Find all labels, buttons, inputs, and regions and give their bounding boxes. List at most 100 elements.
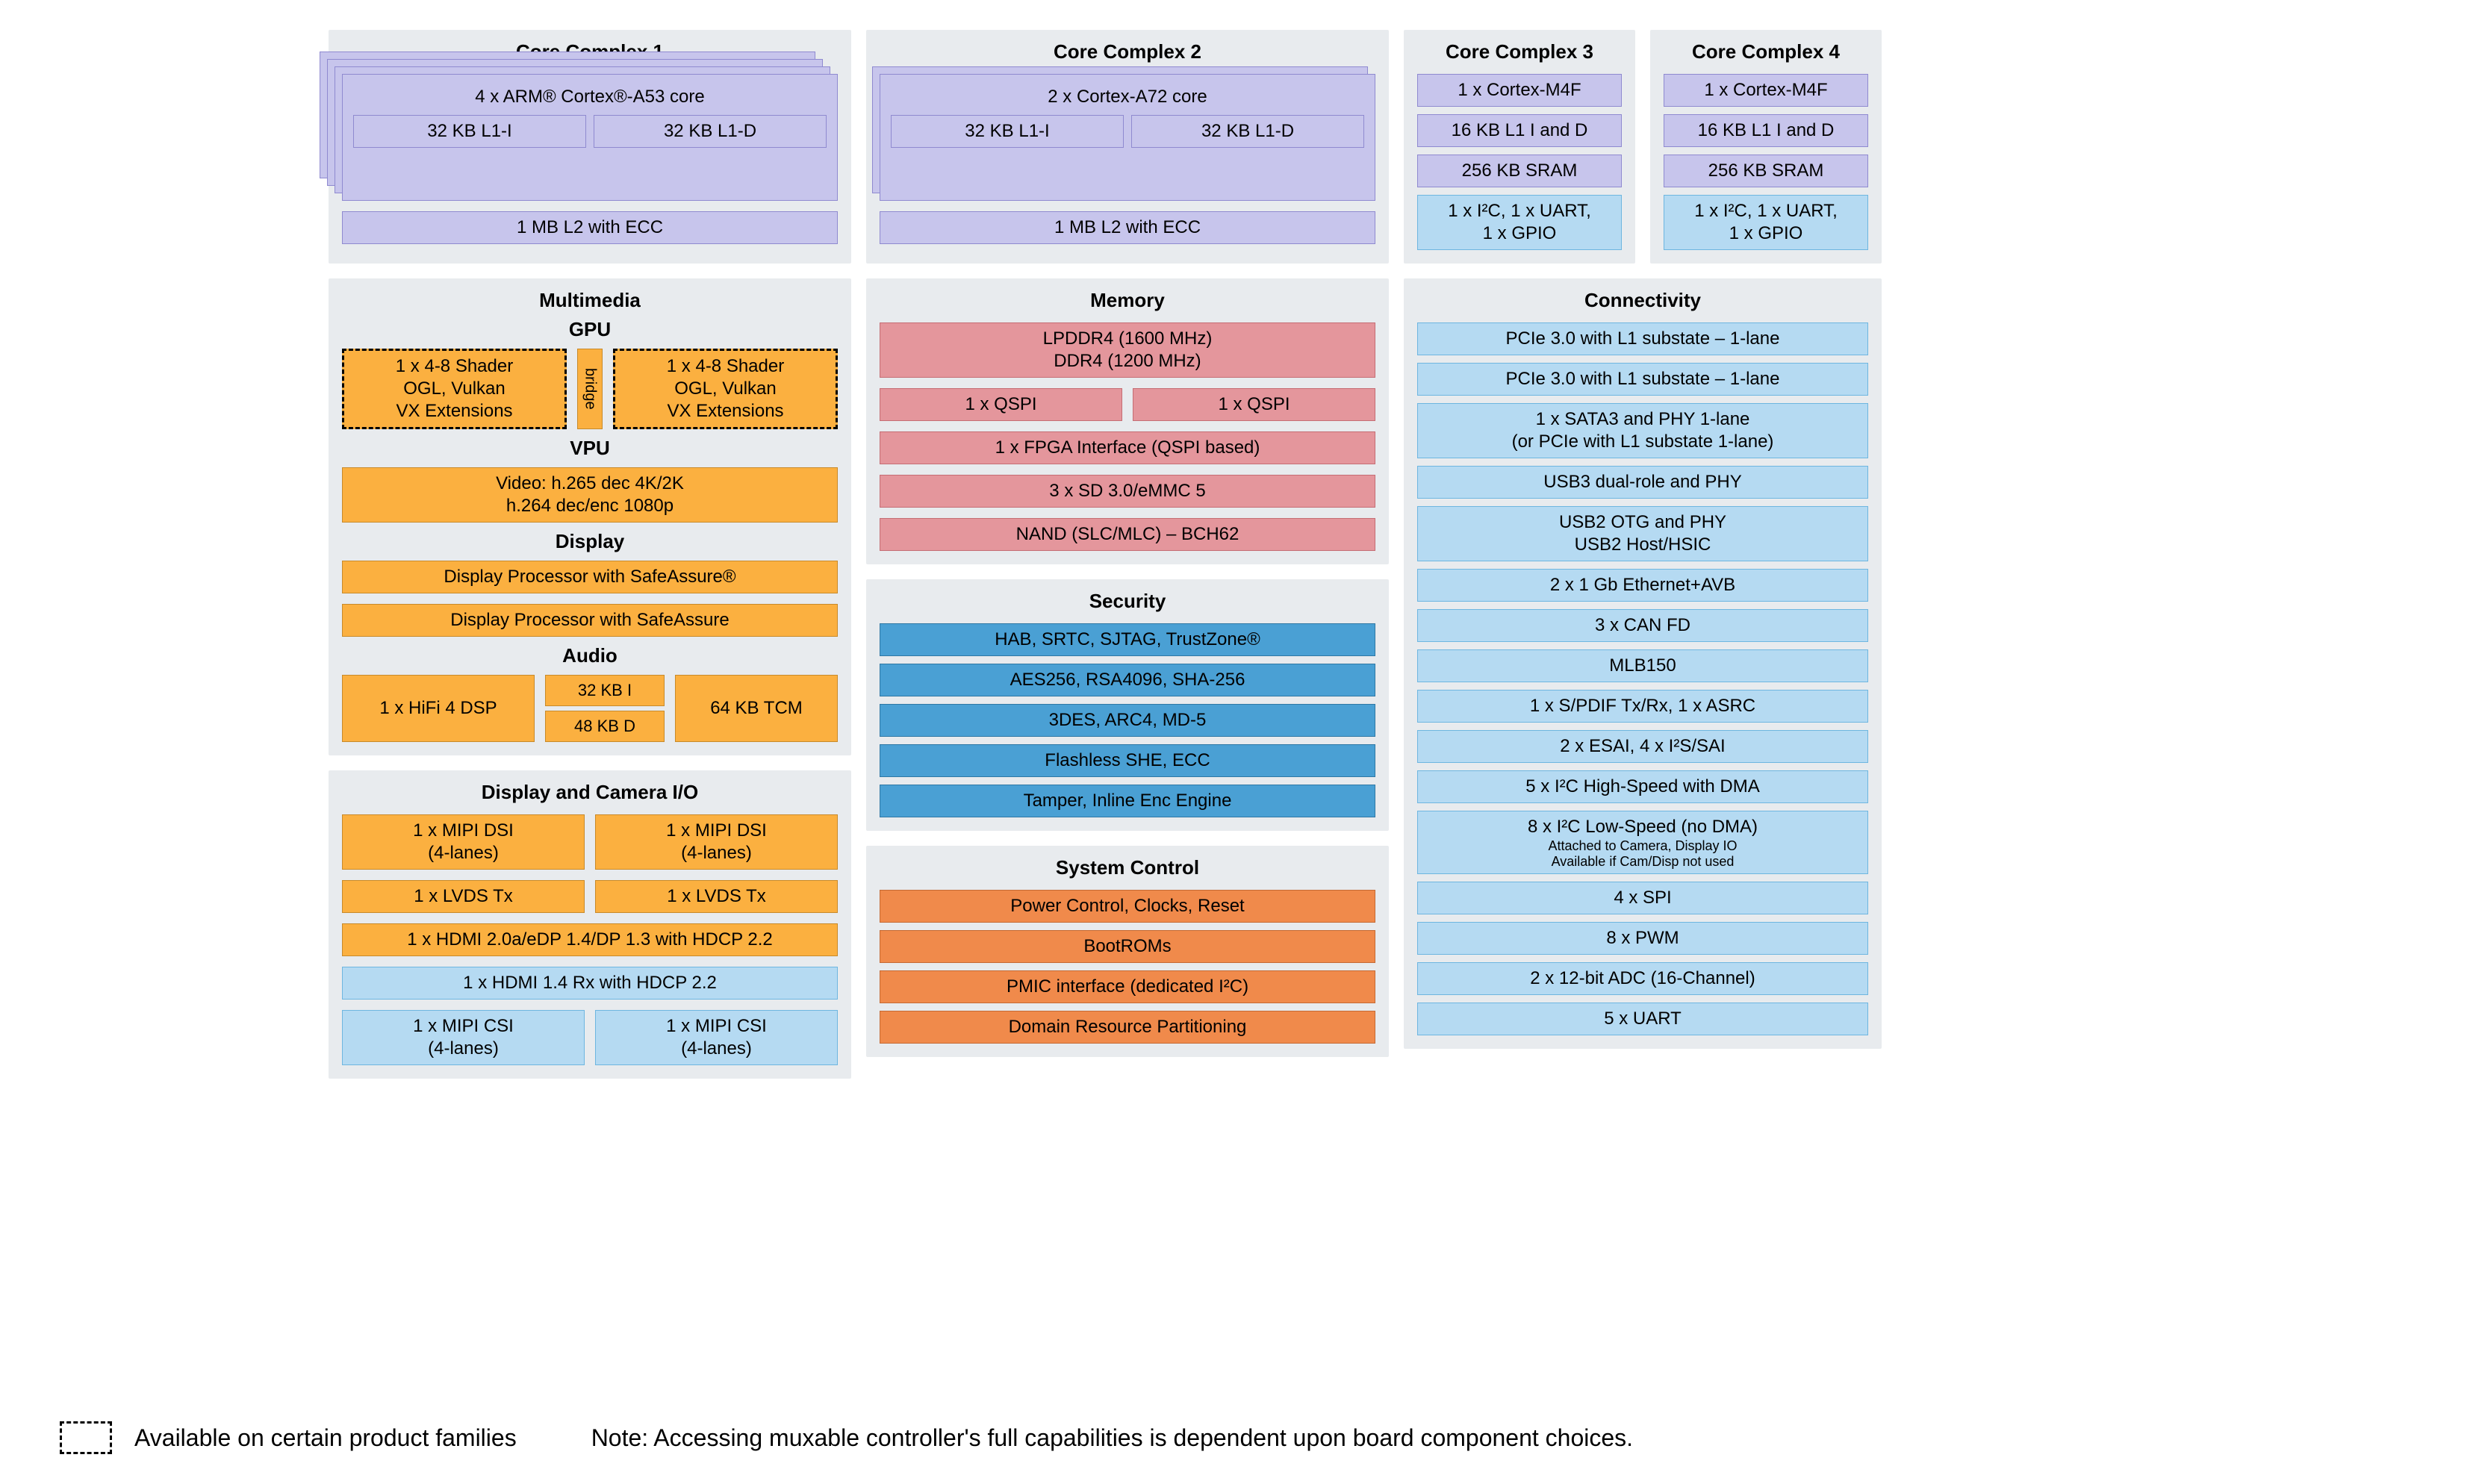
- conn-item: USB2 OTG and PHY USB2 Host/HSIC: [1417, 506, 1868, 561]
- conn-item: 1 x S/PDIF Tx/Rx, 1 x ASRC: [1417, 690, 1868, 723]
- cc1-stack: 4 x ARM® Cortex®-A53 core 32 KB L1-I 32 …: [342, 74, 838, 201]
- sysctl-title: System Control: [880, 856, 1375, 879]
- mid-row: Multimedia GPU 1 x 4-8 Shader OGL, Vulka…: [329, 278, 2159, 1079]
- conn-i2c-low-label: 8 x I²C Low-Speed (no DMA): [1528, 816, 1758, 838]
- memory-sd: 3 x SD 3.0/eMMC 5: [880, 475, 1375, 508]
- legend: Available on certain product families No…: [60, 1421, 2413, 1454]
- core-complex-2: Core Complex 2 2 x Cortex-A72 core 32 KB…: [866, 30, 1389, 264]
- cc3-io: 1 x I²C, 1 x UART, 1 x GPIO: [1417, 195, 1622, 250]
- conn-item: 5 x I²C High-Speed with DMA: [1417, 770, 1868, 803]
- left-column: Multimedia GPU 1 x 4-8 Shader OGL, Vulka…: [329, 278, 851, 1079]
- cc2-stack: 2 x Cortex-A72 core 32 KB L1-I 32 KB L1-…: [880, 74, 1375, 201]
- memory-title: Memory: [880, 289, 1375, 312]
- lvds-a: 1 x LVDS Tx: [342, 880, 585, 913]
- mipi-dsi-a: 1 x MIPI DSI (4-lanes): [342, 814, 585, 870]
- cc1-l2: 1 MB L2 with ECC: [342, 211, 838, 244]
- cc3-sram: 256 KB SRAM: [1417, 155, 1622, 187]
- sysctl-item: Domain Resource Partitioning: [880, 1011, 1375, 1044]
- cc3-l1: 16 KB L1 I and D: [1417, 114, 1622, 147]
- lvds-b: 1 x LVDS Tx: [595, 880, 838, 913]
- security-list: HAB, SRTC, SJTAG, TrustZone® AES256, RSA…: [880, 623, 1375, 817]
- legend-dashed-label: Available on certain product families: [134, 1424, 517, 1452]
- sysctl-item: Power Control, Clocks, Reset: [880, 890, 1375, 923]
- conn-item: 3 x CAN FD: [1417, 609, 1868, 642]
- mm-title: Multimedia: [342, 289, 838, 312]
- vpu-title: VPU: [342, 437, 838, 460]
- memory-qspi-a: 1 x QSPI: [880, 388, 1122, 421]
- audio-title: Audio: [342, 644, 838, 667]
- connectivity-panel: Connectivity PCIe 3.0 with L1 substate –…: [1404, 278, 1882, 1049]
- memory-panel: Memory LPDDR4 (1600 MHz) DDR4 (1200 MHz)…: [866, 278, 1389, 564]
- gpu-right: 1 x 4-8 Shader OGL, Vulkan VX Extensions: [613, 349, 838, 429]
- audio-tcm: 64 KB TCM: [675, 675, 838, 742]
- cc4-title: Core Complex 4: [1664, 40, 1868, 63]
- sysctl-item: BootROMs: [880, 930, 1375, 963]
- conn-item: 2 x ESAI, 4 x I²S/SAI: [1417, 730, 1868, 763]
- security-item: 3DES, ARC4, MD-5: [880, 704, 1375, 737]
- gpu-title: GPU: [342, 318, 838, 341]
- vpu: Video: h.265 dec 4K/2K h.264 dec/enc 108…: [342, 467, 838, 523]
- dci-title: Display and Camera I/O: [342, 781, 838, 804]
- conn-item: 1 x SATA3 and PHY 1-lane (or PCIe with L…: [1417, 403, 1868, 458]
- conn-i2c-low-sub: Attached to Camera, Display IO Available…: [1548, 838, 1737, 869]
- gpu-bridge: bridge: [577, 349, 603, 429]
- display-title: Display: [342, 530, 838, 553]
- cc2-l1i: 32 KB L1-I: [891, 115, 1124, 148]
- audio-dsp: 1 x HiFi 4 DSP: [342, 675, 535, 742]
- mipi-csi-b: 1 x MIPI CSI (4-lanes): [595, 1010, 838, 1065]
- multimedia-panel: Multimedia GPU 1 x 4-8 Shader OGL, Vulka…: [329, 278, 851, 755]
- conn-item: 2 x 1 Gb Ethernet+AVB: [1417, 569, 1868, 602]
- gpu-left: 1 x 4-8 Shader OGL, Vulkan VX Extensions: [342, 349, 567, 429]
- security-title: Security: [880, 590, 1375, 613]
- hdmi-in: 1 x HDMI 1.4 Rx with HDCP 2.2: [342, 967, 838, 1000]
- memory-fpga: 1 x FPGA Interface (QSPI based): [880, 431, 1375, 464]
- conn-i2c-low: 8 x I²C Low-Speed (no DMA) Attached to C…: [1417, 811, 1868, 874]
- legend-dashed-swatch: [60, 1421, 112, 1454]
- mipi-csi-a: 1 x MIPI CSI (4-lanes): [342, 1010, 585, 1065]
- sysctl-item: PMIC interface (dedicated I²C): [880, 970, 1375, 1003]
- conn-item: PCIe 3.0 with L1 substate – 1-lane: [1417, 363, 1868, 396]
- core-complex-row: Core Complex 1 4 x ARM® Cortex®-A53 core…: [329, 30, 2159, 264]
- security-item: Tamper, Inline Enc Engine: [880, 785, 1375, 817]
- security-panel: Security HAB, SRTC, SJTAG, TrustZone® AE…: [866, 579, 1389, 831]
- conn-item: USB3 dual-role and PHY: [1417, 466, 1868, 499]
- core-complex-3: Core Complex 3 1 x Cortex-M4F 16 KB L1 I…: [1404, 30, 1635, 264]
- conn-item: MLB150: [1417, 649, 1868, 682]
- security-item: Flashless SHE, ECC: [880, 744, 1375, 777]
- hdmi-out: 1 x HDMI 2.0a/eDP 1.4/DP 1.3 with HDCP 2…: [342, 923, 838, 956]
- conn-item: PCIe 3.0 with L1 substate – 1-lane: [1417, 322, 1868, 355]
- core-complex-1: Core Complex 1 4 x ARM® Cortex®-A53 core…: [329, 30, 851, 264]
- conn-item: 5 x UART: [1417, 1003, 1868, 1035]
- security-item: AES256, RSA4096, SHA-256: [880, 664, 1375, 696]
- audio-i: 32 KB I: [545, 675, 665, 706]
- conn-item: 2 x 12-bit ADC (16-Channel): [1417, 962, 1868, 995]
- cc1-core: 4 x ARM® Cortex®-A53 core: [353, 82, 827, 115]
- cc2-title: Core Complex 2: [880, 40, 1375, 63]
- audio-d: 48 KB D: [545, 711, 665, 742]
- display-proc-1: Display Processor with SafeAssure®: [342, 561, 838, 593]
- block-diagram: Core Complex 1 4 x ARM® Cortex®-A53 core…: [0, 0, 2473, 1484]
- display-camera-io-panel: Display and Camera I/O 1 x MIPI DSI (4-l…: [329, 770, 851, 1079]
- cc3-title: Core Complex 3: [1417, 40, 1622, 63]
- sysctl-list: Power Control, Clocks, Reset BootROMs PM…: [880, 890, 1375, 1044]
- cc4-io: 1 x I²C, 1 x UART, 1 x GPIO: [1664, 195, 1868, 250]
- memory-qspi-b: 1 x QSPI: [1133, 388, 1375, 421]
- cc2-l1d: 32 KB L1-D: [1131, 115, 1364, 148]
- core-complex-4: Core Complex 4 1 x Cortex-M4F 16 KB L1 I…: [1650, 30, 1882, 264]
- cc1-l1d: 32 KB L1-D: [594, 115, 827, 148]
- memory-ddr: LPDDR4 (1600 MHz) DDR4 (1200 MHz): [880, 322, 1375, 378]
- conn-item: 4 x SPI: [1417, 882, 1868, 914]
- connectivity-list: PCIe 3.0 with L1 substate – 1-lane PCIe …: [1417, 322, 1868, 1035]
- cc2-core: 2 x Cortex-A72 core: [891, 82, 1364, 115]
- conn-item: 8 x PWM: [1417, 922, 1868, 955]
- cc4-sram: 256 KB SRAM: [1664, 155, 1868, 187]
- middle-column: Memory LPDDR4 (1600 MHz) DDR4 (1200 MHz)…: [866, 278, 1389, 1057]
- mipi-dsi-b: 1 x MIPI DSI (4-lanes): [595, 814, 838, 870]
- security-item: HAB, SRTC, SJTAG, TrustZone®: [880, 623, 1375, 656]
- cc4-core: 1 x Cortex-M4F: [1664, 74, 1868, 107]
- legend-note: Note: Accessing muxable controller's ful…: [591, 1424, 1633, 1452]
- cc1-l1i: 32 KB L1-I: [353, 115, 586, 148]
- cc3-core: 1 x Cortex-M4F: [1417, 74, 1622, 107]
- cc4-l1: 16 KB L1 I and D: [1664, 114, 1868, 147]
- cc2-l2: 1 MB L2 with ECC: [880, 211, 1375, 244]
